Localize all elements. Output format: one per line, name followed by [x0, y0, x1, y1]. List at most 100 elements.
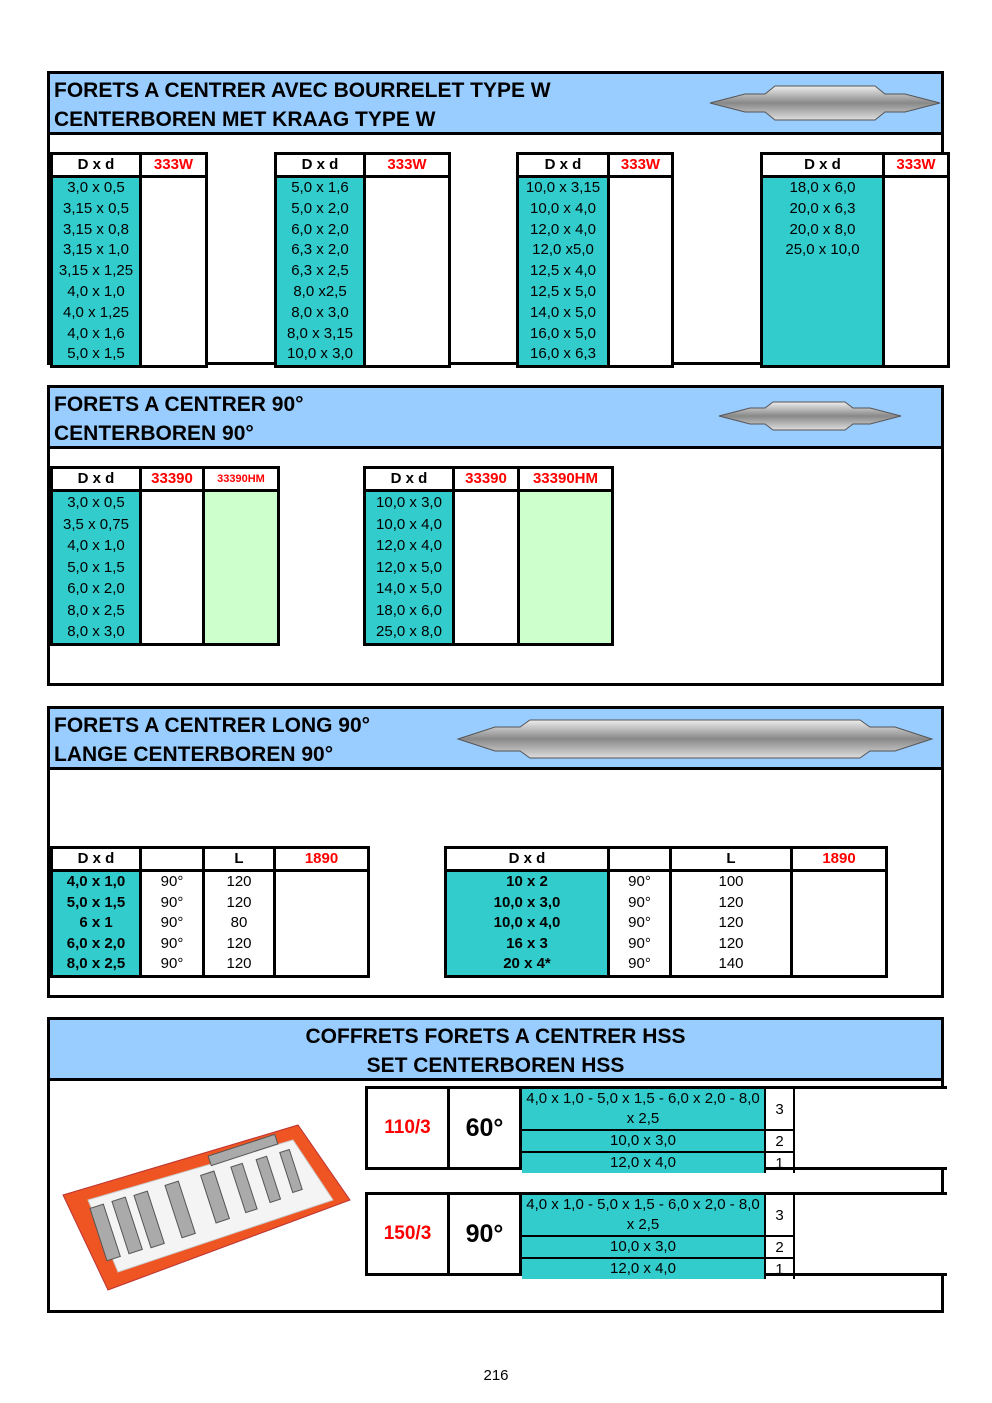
- size-table: D x d 333W 3,0 x 0,5 3,15 x 0,5 3,15 x 0,8 3,…: [50, 152, 208, 369]
- column-header: 33390: [142, 469, 205, 492]
- set-sizes: 4,0 x 1,0 - 5,0 x 1,5 - 6,0 x 2,0 - 8,0 …: [522, 1089, 766, 1129]
- table-cell: [276, 954, 367, 975]
- set-qty: 1: [766, 1153, 795, 1173]
- title-nl: LANGE CENTERBOREN 90°: [54, 743, 334, 766]
- table-cell: [142, 282, 205, 303]
- table-column: 10,0 x 3,15 10,0 x 4,0 12,0 x 4,0 12,0 x5,0…: [519, 178, 610, 366]
- table-cell: [610, 303, 671, 324]
- table-cell: [455, 492, 517, 514]
- table-cell: [885, 220, 947, 241]
- table-cell: 80: [230, 914, 248, 931]
- table-cell: 90°: [628, 873, 651, 890]
- section-centre-drills-90: FORETS A CENTRER 90° CENTERBOREN 90° D x…: [47, 385, 944, 686]
- table-cell: 3,15 x 1,0: [63, 241, 129, 259]
- set-qty: 2: [766, 1131, 795, 1151]
- table-cell: [276, 934, 367, 955]
- section-header: FORETS A CENTRER LONG 90° LANGE CENTERBO…: [50, 709, 941, 770]
- table-cell: [366, 261, 448, 282]
- set-angle: 60°: [450, 1089, 522, 1167]
- table-cell: 120: [226, 893, 252, 911]
- table-cell: 18,0 x 6,0: [376, 601, 442, 619]
- table-cell: 20 x 4*: [503, 955, 551, 972]
- table-cell: [610, 324, 671, 345]
- table-cell: 90°: [628, 914, 651, 931]
- table-cell: 12,5 x 4,0: [530, 262, 596, 280]
- table-cell: 140: [718, 955, 744, 972]
- table-cell: [885, 178, 947, 199]
- table-column: 3,0 x 0,5 3,15 x 0,5 3,15 x 0,8 3,15 x 1,0 3…: [53, 178, 142, 366]
- table-cell: [366, 344, 448, 365]
- table-cell: [205, 492, 277, 514]
- table-cell: 90°: [160, 893, 184, 911]
- table-cell: 20,0 x 6,3: [789, 199, 856, 217]
- table-column: 90° 90° 90° 90° 90°: [610, 872, 672, 975]
- section-header: FORETS A CENTRER 90° CENTERBOREN 90°: [50, 388, 941, 449]
- column-header: D x d: [366, 469, 455, 492]
- table-cell: [763, 282, 882, 303]
- table-cell: 20,0 x 8,0: [789, 220, 856, 238]
- table-cell: [366, 324, 448, 345]
- set-row: 150/3 90° 4,0 x 1,0 - 5,0 x 1,5 - 6,0 x …: [365, 1192, 947, 1279]
- table-cell: 90°: [628, 893, 651, 911]
- set-row: 110/3 60° 4,0 x 1,0 - 5,0 x 1,5 - 6,0 x …: [365, 1086, 947, 1173]
- set-angle: 90°: [450, 1195, 522, 1273]
- column-header: L: [205, 849, 276, 872]
- table-cell: 14,0 x 5,0: [530, 303, 596, 321]
- table-cell: 4,0 x 1,6: [67, 324, 125, 342]
- table-column: 18,0 x 6,0 20,0 x 6,3 20,0 x 8,0 25,0 x 10,…: [763, 178, 885, 366]
- table-cell: [793, 954, 885, 975]
- page-number: 216: [483, 1367, 509, 1384]
- table-cell: [142, 344, 205, 365]
- table-cell: [763, 261, 882, 282]
- table-cell: 25,0 x 8,0: [376, 623, 442, 640]
- table-column: 10 x 2 10,0 x 3,0 10,0 x 4,0 16 x 3 20 x 4*: [447, 872, 610, 975]
- set-line: 12,0 x 4,0 1: [522, 1259, 795, 1279]
- column-header: 33390: [455, 469, 520, 492]
- table-cell: [142, 178, 205, 199]
- table-column: [276, 872, 367, 975]
- section-header: COFFRETS FORETS A CENTRER HSS SET CENTER…: [50, 1020, 941, 1081]
- set-sizes: 12,0 x 4,0: [522, 1153, 766, 1173]
- table-cell: [793, 872, 885, 893]
- table-cell: [885, 344, 947, 365]
- table-cell: [142, 199, 205, 220]
- table-cell: [610, 282, 671, 303]
- table-cell: 5,0 x 1,5: [67, 558, 125, 576]
- table-cell: 90°: [628, 955, 651, 972]
- table-cell: [276, 872, 367, 893]
- set-sizes: 4,0 x 1,0 - 5,0 x 1,5 - 6,0 x 2,0 - 8,0 …: [522, 1195, 766, 1235]
- table-cell: [366, 303, 448, 324]
- table-cell: 6,3 x 2,0: [291, 241, 349, 259]
- size-table: D x d L 1890 10 x 2 10,0 x 3,0 10,0 x 4,0 16 x…: [444, 846, 888, 978]
- table-cell: 4,0 x 1,0: [66, 873, 126, 890]
- table-cell: 5,0 x 1,5: [66, 893, 126, 911]
- size-table: D x d 33390 33390HM 3,0 x 0,5 3,5 x 0,75 4,0 …: [50, 466, 280, 646]
- table-cell: 12,0 x 4,0: [530, 220, 596, 238]
- table-cell: [205, 535, 277, 557]
- title-nl: CENTERBOREN MET KRAAG TYPE W: [54, 108, 436, 131]
- size-table: D x d L 1890 4,0 x 1,0 5,0 x 1,5 6 x 1 6,0 x 2…: [50, 846, 370, 978]
- table-cell: [366, 220, 448, 241]
- table-cell: [885, 282, 947, 303]
- table-cell: [455, 621, 517, 643]
- column-header: D x d: [53, 469, 142, 492]
- table-cell: 10,0 x 3,15: [525, 179, 601, 196]
- column-header: 333W: [885, 155, 947, 178]
- set-code: 150/3: [368, 1195, 450, 1273]
- table-cell: 10,0 x 3,0: [376, 494, 442, 511]
- table-column: 100 120 120 120 140: [672, 872, 793, 975]
- table-cell: 10,0 x 3,0: [287, 345, 353, 363]
- table-cell: 5,0 x 1,6: [291, 179, 349, 196]
- table-cell: 120: [718, 893, 744, 911]
- table-cell: 3,15 x 1,25: [58, 262, 134, 280]
- table-cell: 120: [718, 934, 744, 952]
- table-cell: 5,0 x 2,0: [291, 199, 349, 217]
- table-cell: [142, 600, 202, 622]
- table-cell: [142, 324, 205, 345]
- table-cell: [763, 324, 882, 345]
- table-column: 4,0 x 1,0 5,0 x 1,5 6 x 1 6,0 x 2,0 8,0 x 2,…: [53, 872, 142, 975]
- table-column: [885, 178, 947, 365]
- table-column: 3,0 x 0,5 3,5 x 0,75 4,0 x 1,0 5,0 x 1,5 6,0…: [53, 492, 142, 643]
- table-cell: 25,0 x 10,0: [785, 241, 860, 259]
- title-fr: COFFRETS FORETS A CENTRER HSS: [305, 1025, 686, 1048]
